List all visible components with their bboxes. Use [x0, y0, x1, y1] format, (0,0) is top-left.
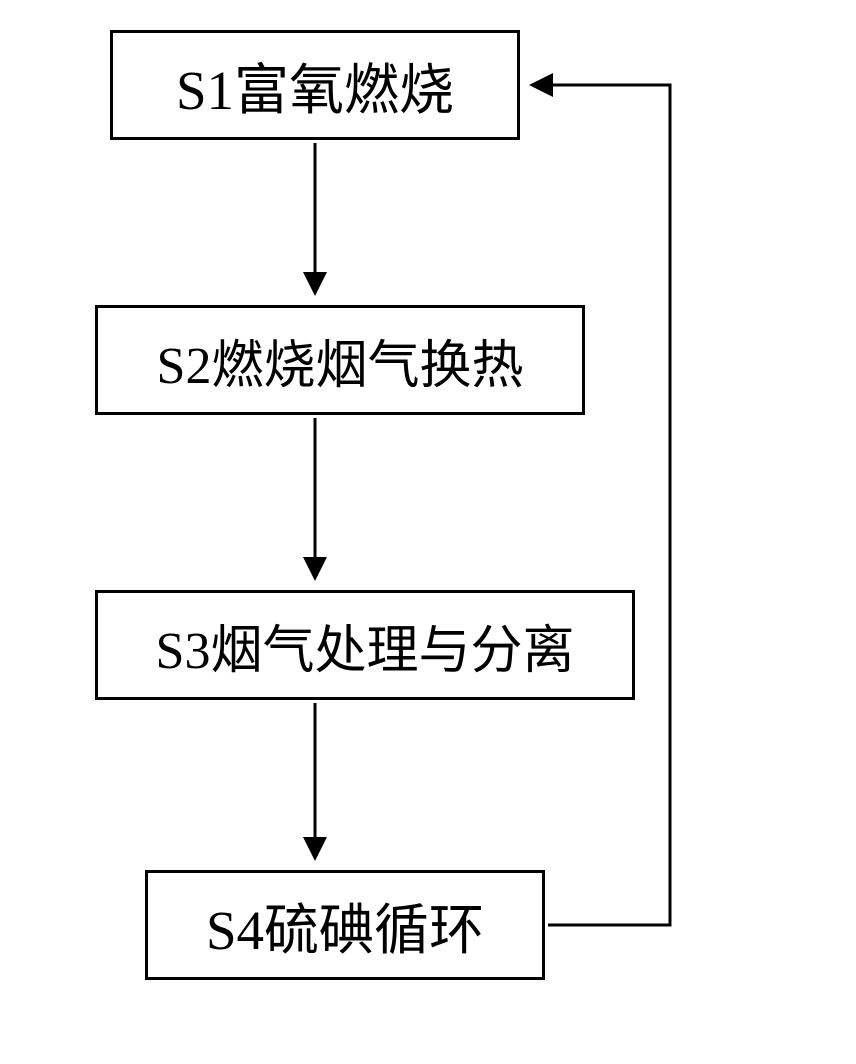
arrows-layer — [95, 30, 761, 1034]
edge-s4-s1-feedback — [535, 85, 670, 925]
flowchart-container: S1富氧燃烧 S2燃烧烟气换热 S3烟气处理与分离 S4硫碘循环 — [95, 30, 761, 1034]
